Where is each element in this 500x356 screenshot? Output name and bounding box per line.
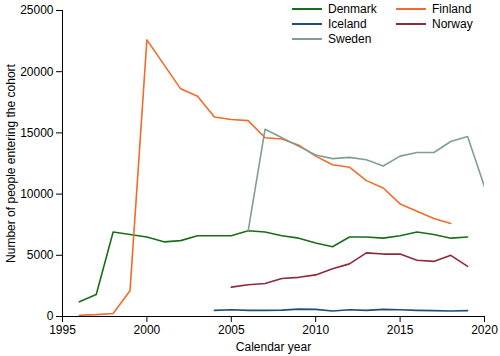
svg-text:2010: 2010 bbox=[302, 323, 329, 337]
svg-text:1995: 1995 bbox=[49, 323, 76, 337]
html-text:Iceland: Iceland bbox=[328, 17, 367, 31]
svg-text:2005: 2005 bbox=[218, 323, 245, 337]
svg-text:Number of people entering the: Number of people entering the cohort bbox=[4, 63, 18, 262]
html-text:Denmark: Denmark bbox=[328, 2, 377, 16]
svg-text:10000: 10000 bbox=[20, 187, 54, 201]
svg-text:5000: 5000 bbox=[27, 248, 54, 262]
html-text:Norway: Norway bbox=[432, 17, 473, 31]
svg-text:15000: 15000 bbox=[20, 126, 54, 140]
svg-text:2015: 2015 bbox=[387, 323, 414, 337]
svg-text:Calendar year: Calendar year bbox=[236, 340, 311, 354]
svg-text:25000: 25000 bbox=[20, 3, 54, 17]
svg-text:2020: 2020 bbox=[471, 323, 498, 337]
html-text:Finland: Finland bbox=[432, 2, 472, 16]
svg-text:0: 0 bbox=[47, 309, 54, 323]
svg-text:2000: 2000 bbox=[134, 323, 161, 337]
html-text:Sweden: Sweden bbox=[328, 32, 372, 46]
svg-text:20000: 20000 bbox=[20, 65, 54, 79]
